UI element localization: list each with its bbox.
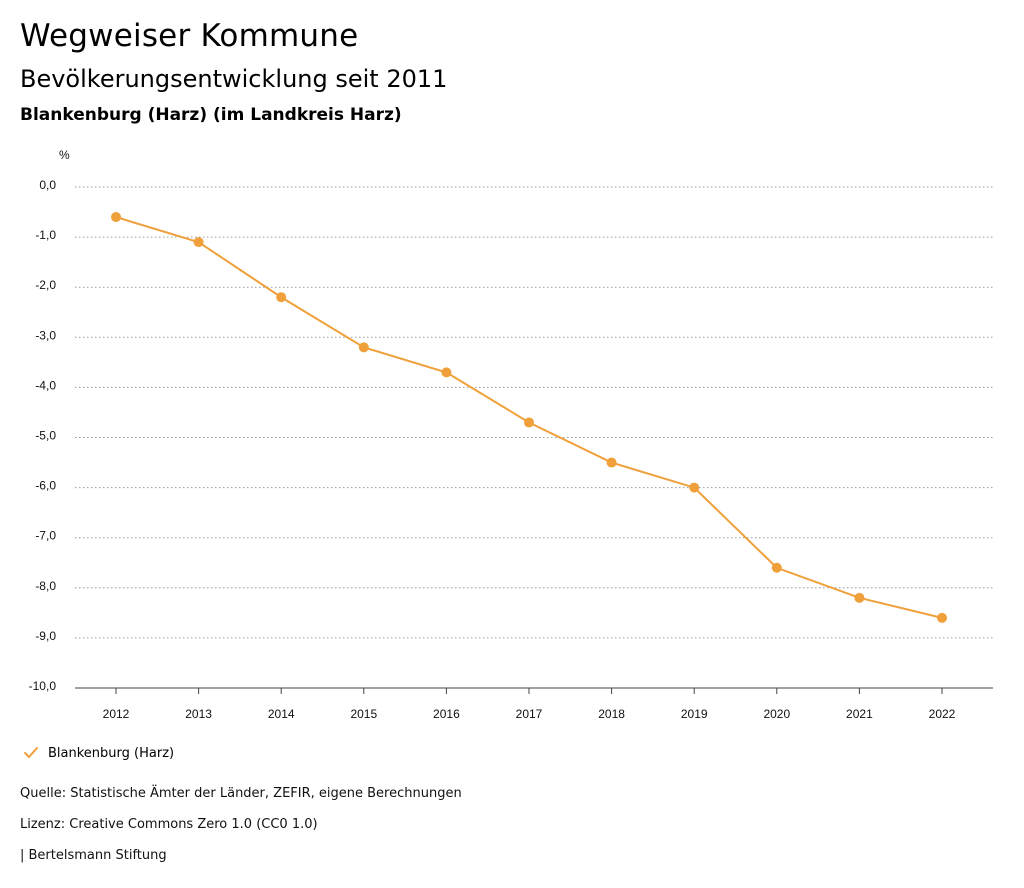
x-tick-label: 2016 xyxy=(433,707,460,721)
data-point[interactable] xyxy=(606,457,617,468)
line-chart: 0,0 -1,0 -2,0 -3,0 -4,0 -5,0 -6,0 -7,0 -8,0 -9,0 -… xyxy=(29,148,993,721)
data-point[interactable] xyxy=(689,482,700,493)
x-tick-label: 2015 xyxy=(350,707,377,721)
data-point[interactable] xyxy=(441,367,452,378)
license-note: Lizenz: Creative Commons Zero 1.0 (CC0 1… xyxy=(20,817,318,832)
x-tick-label: 2019 xyxy=(681,707,708,721)
y-tick-label: -9,0 xyxy=(35,629,56,643)
data-point[interactable] xyxy=(937,612,947,623)
checkmark-icon[interactable] xyxy=(22,744,40,762)
chart-subtitle: Bevölkerungsentwicklung seit 2011 xyxy=(20,65,448,93)
page-title: Wegweiser Kommune xyxy=(20,18,359,54)
x-tick-label: 2022 xyxy=(929,707,956,721)
y-tick-label: -2,0 xyxy=(35,278,56,292)
y-tick-label: -7,0 xyxy=(35,529,56,543)
data-point[interactable] xyxy=(276,292,287,303)
x-tick-label: 2021 xyxy=(846,707,873,721)
legend[interactable]: Blankenburg (Harz) xyxy=(22,744,174,762)
x-tick-label: 2017 xyxy=(516,707,543,721)
data-point[interactable] xyxy=(524,417,534,428)
data-point[interactable] xyxy=(358,342,369,353)
y-tick-label: -6,0 xyxy=(35,479,56,493)
y-tick-label: -8,0 xyxy=(35,579,56,593)
region-label: Blankenburg (Harz) (im Landkreis Harz) xyxy=(20,105,402,125)
y-tick-label: -1,0 xyxy=(35,228,56,242)
y-tick-label: -4,0 xyxy=(35,378,56,392)
y-axis-unit-label: % xyxy=(59,148,70,162)
source-note: Quelle: Statistische Ämter der Länder, Z… xyxy=(20,786,462,801)
publisher-note: | Bertelsmann Stiftung xyxy=(20,848,167,863)
legend-item-label: Blankenburg (Harz) xyxy=(48,745,175,761)
y-axis-tick-labels: 0,0 -1,0 -2,0 -3,0 -4,0 -5,0 -6,0 -7,0 -8,0 -9,0 -… xyxy=(29,178,57,693)
x-axis: 2012 2013 2014 2015 2016 2017 2018 2019 2020 2021… xyxy=(103,688,956,721)
y-tick-label: -5,0 xyxy=(35,429,56,443)
x-tick-label: 2013 xyxy=(185,707,212,721)
data-point[interactable] xyxy=(771,562,782,573)
y-tick-label: -10,0 xyxy=(29,679,57,693)
x-tick-label: 2014 xyxy=(268,707,295,721)
x-tick-label: 2018 xyxy=(598,707,625,721)
x-tick-label: 2020 xyxy=(763,707,790,721)
data-point[interactable] xyxy=(193,237,204,248)
y-tick-label: -3,0 xyxy=(35,328,56,342)
series-line xyxy=(115,216,943,619)
data-point[interactable] xyxy=(854,592,865,603)
series-layer xyxy=(111,212,947,623)
y-tick-label: 0,0 xyxy=(39,178,56,192)
grid-lines xyxy=(75,186,993,689)
data-point[interactable] xyxy=(111,212,121,223)
x-tick-label: 2012 xyxy=(103,707,130,721)
